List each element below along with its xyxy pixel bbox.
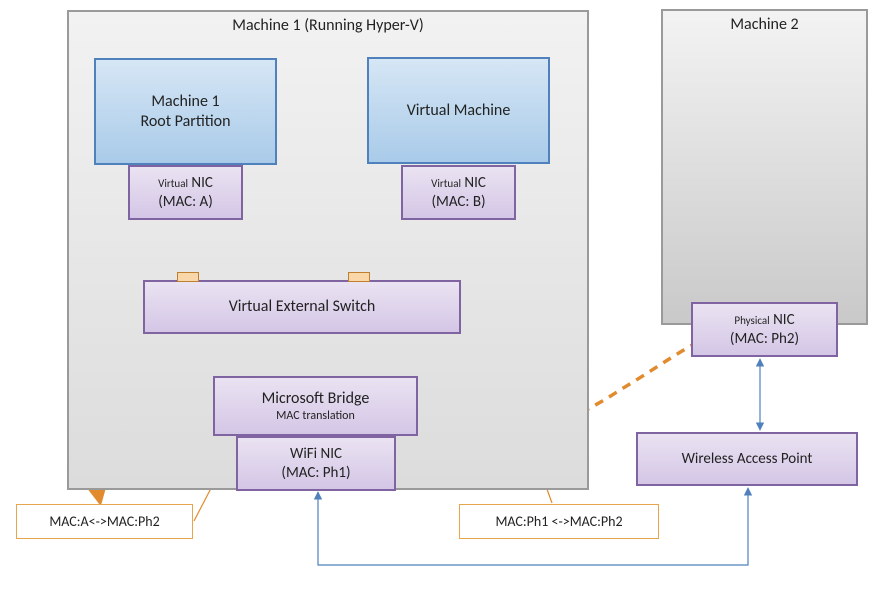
virtual-nic-b-line1: Virtual NIC <box>431 174 486 193</box>
machine2-title: Machine 2 <box>661 15 868 34</box>
virtual-machine: Virtual Machine <box>367 57 550 164</box>
virtual-nic-b-small: Virtual <box>431 177 461 190</box>
switch-port-b <box>348 272 370 282</box>
virtual-nic-b-mac: (MAC: B) <box>431 193 485 212</box>
microsoft-bridge-label: Microsoft Bridge <box>262 389 370 409</box>
virtual-nic-b: Virtual NIC (MAC: B) <box>401 165 516 220</box>
physical-nic: Physical NIC (MAC: Ph2) <box>691 302 838 357</box>
virtual-nic-a-mac: (MAC: A) <box>158 193 213 212</box>
microsoft-bridge-subtitle: MAC translation <box>276 409 355 424</box>
wifi-nic-label: WiFi NIC <box>290 445 342 464</box>
virtual-nic-a-line1: Virtual NIC <box>158 174 213 193</box>
root-partition-label2: Root Partition <box>140 112 230 132</box>
wifi-nic-mac: (MAC: Ph1) <box>281 464 350 483</box>
wifi-nic: WiFi NIC (MAC: Ph1) <box>236 436 396 491</box>
root-partition: Machine 1 Root Partition <box>94 58 277 165</box>
physical-nic-small: Physical <box>734 314 769 327</box>
wireless-access-point-label: Wireless Access Point <box>682 450 813 469</box>
physical-nic-big: NIC <box>773 311 794 329</box>
virtual-external-switch-label: Virtual External Switch <box>229 297 376 317</box>
virtual-nic-a-small: Virtual <box>158 177 188 190</box>
virtual-nic-b-big: NIC <box>464 174 485 192</box>
virtual-machine-label: Virtual Machine <box>407 101 511 121</box>
physical-nic-line1: Physical NIC <box>734 311 794 330</box>
switch-port-a <box>177 272 199 282</box>
microsoft-bridge: Microsoft Bridge MAC translation <box>213 376 418 436</box>
virtual-external-switch: Virtual External Switch <box>143 280 461 334</box>
virtual-nic-a-big: NIC <box>191 174 212 192</box>
diagram-stage: Machine 1 (Running Hyper-V) Machine 2 Ma… <box>0 0 881 615</box>
mac-note-left-label: MAC:A<->MAC:Ph2 <box>49 513 159 531</box>
physical-nic-mac: (MAC: Ph2) <box>730 330 799 349</box>
machine1-title: Machine 1 (Running Hyper-V) <box>67 16 589 35</box>
virtual-nic-a: Virtual NIC (MAC: A) <box>128 165 243 220</box>
machine2-frame <box>661 9 868 325</box>
mac-note-right-label: MAC:Ph1 <->MAC:Ph2 <box>495 513 622 531</box>
wireless-access-point: Wireless Access Point <box>636 432 858 486</box>
root-partition-label1: Machine 1 <box>151 92 219 112</box>
mac-note-right: MAC:Ph1 <->MAC:Ph2 <box>459 504 659 539</box>
mac-note-left: MAC:A<->MAC:Ph2 <box>16 504 193 539</box>
